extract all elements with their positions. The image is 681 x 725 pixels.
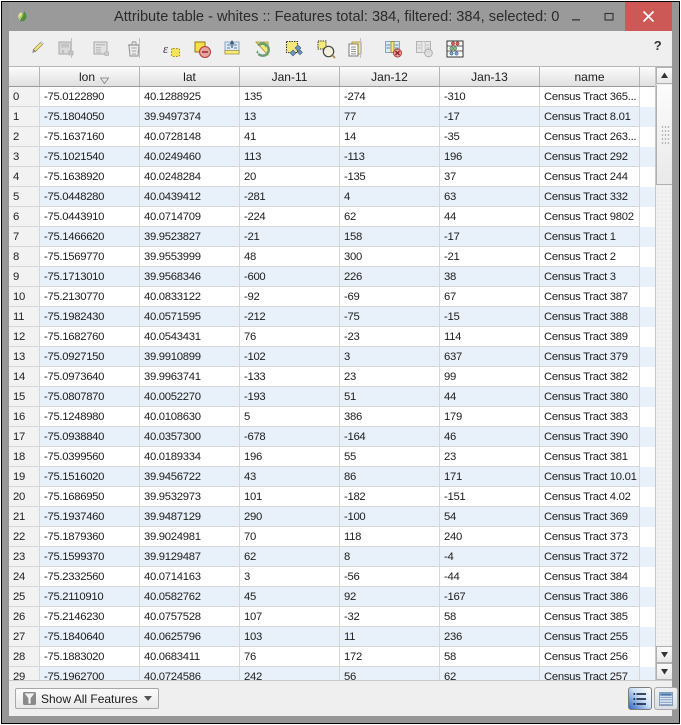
svg-text:ε: ε (163, 41, 169, 56)
